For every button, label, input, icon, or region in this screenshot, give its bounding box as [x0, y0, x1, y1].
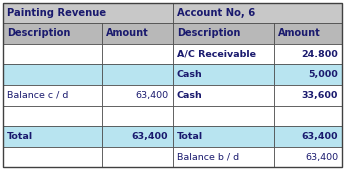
Bar: [3, 106, 102, 126]
Text: Description: Description: [7, 28, 70, 38]
Text: 5,000: 5,000: [308, 70, 338, 79]
Text: Cash: Cash: [177, 70, 203, 79]
Text: 63,400: 63,400: [135, 91, 168, 100]
Bar: [102, 85, 172, 106]
Text: 63,400: 63,400: [305, 153, 338, 162]
Text: 63,400: 63,400: [302, 132, 338, 141]
Text: Balance b / d: Balance b / d: [177, 153, 239, 162]
Bar: [274, 126, 342, 147]
Bar: [3, 3, 172, 23]
Text: Painting Revenue: Painting Revenue: [7, 8, 106, 18]
Text: Amount: Amount: [106, 28, 149, 38]
Bar: [3, 126, 102, 147]
Text: Total: Total: [177, 132, 203, 141]
Bar: [172, 147, 274, 167]
Bar: [274, 106, 342, 126]
Bar: [172, 23, 274, 44]
Bar: [102, 106, 172, 126]
Text: Balance c / d: Balance c / d: [7, 91, 68, 100]
Text: Total: Total: [7, 132, 33, 141]
Text: 33,600: 33,600: [302, 91, 338, 100]
Bar: [274, 64, 342, 85]
Text: Cash: Cash: [177, 91, 203, 100]
Bar: [102, 23, 172, 44]
Bar: [172, 85, 274, 106]
Bar: [172, 44, 274, 64]
Text: 24.800: 24.800: [301, 50, 338, 59]
Bar: [274, 147, 342, 167]
Bar: [102, 147, 172, 167]
Text: Amount: Amount: [278, 28, 321, 38]
Bar: [3, 44, 102, 64]
Bar: [102, 64, 172, 85]
Bar: [172, 3, 342, 23]
Bar: [274, 85, 342, 106]
Bar: [3, 23, 102, 44]
Text: 63,400: 63,400: [132, 132, 168, 141]
Bar: [3, 85, 102, 106]
Text: A/C Receivable: A/C Receivable: [177, 50, 256, 59]
Bar: [3, 64, 102, 85]
Bar: [102, 126, 172, 147]
Text: Account No, 6: Account No, 6: [177, 8, 255, 18]
Text: Description: Description: [177, 28, 240, 38]
Bar: [172, 64, 274, 85]
Bar: [3, 147, 102, 167]
Bar: [274, 44, 342, 64]
Bar: [172, 106, 274, 126]
Bar: [172, 126, 274, 147]
Bar: [102, 44, 172, 64]
Bar: [274, 23, 342, 44]
